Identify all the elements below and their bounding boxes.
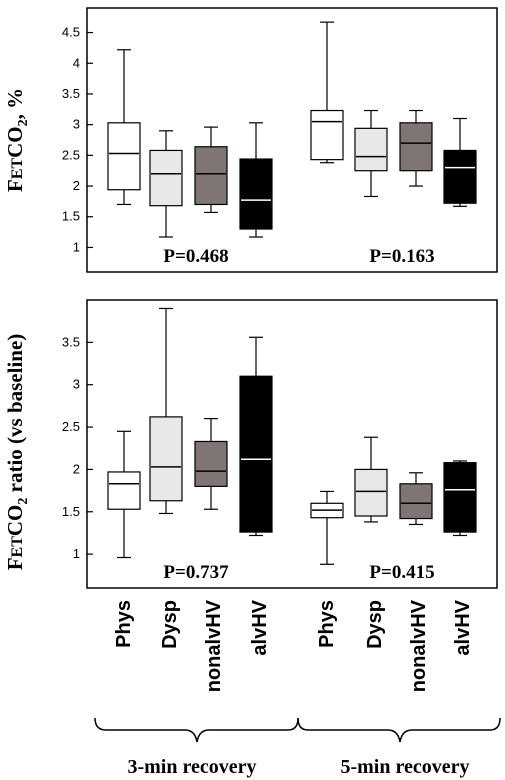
box-alvHV-3min [239, 336, 273, 537]
box-iqr [399, 122, 433, 172]
x-label-alvHV: alvHV [452, 599, 474, 655]
y-tick-label: 2.5 [62, 147, 80, 162]
top-panel-plot: 1 1.5 2 2.5 3 3.5 4 4.5 P=0.468 P=0.163 [62, 21, 477, 267]
bottom-panel-frame [86, 299, 498, 589]
x-label-Phys: Phys [316, 600, 338, 648]
y-tick-label: 1.5 [62, 504, 80, 519]
box-nonalvHV-5min [399, 472, 433, 526]
box-iqr [239, 375, 273, 533]
y-tick-label: 1 [73, 546, 80, 561]
y-tick-label: 3 [73, 377, 80, 392]
top-panel-y-axis-label: FETCO2, % [3, 88, 31, 192]
box-Dysp-3min [149, 307, 183, 515]
y-tick-label: 3 [73, 117, 80, 132]
box-Dysp-3min [149, 130, 183, 238]
box-iqr [107, 122, 141, 191]
box-iqr [310, 109, 344, 161]
p-value-label: P=0.468 [163, 246, 228, 267]
y-tick-label: 4 [73, 55, 80, 70]
top-panel-frame [86, 7, 498, 273]
y-tick-label: 2.5 [62, 419, 80, 434]
box-Phys-5min [310, 21, 344, 164]
y-tick-label: 2 [73, 178, 80, 193]
box-iqr [354, 127, 388, 172]
bracket-3min [94, 717, 299, 743]
box-iqr [239, 158, 273, 230]
box-alvHV-5min [443, 117, 477, 207]
box-alvHV-3min [239, 122, 273, 238]
y-tick-label: 1 [73, 239, 80, 254]
x-label-Dysp: Dysp [364, 600, 386, 649]
group-label-3min: 3-min recovery [127, 756, 256, 778]
bottom-panel-y-axis-label: FETCO2 ratio (vs baseline) [3, 334, 31, 571]
y-tick-label: 4.5 [62, 25, 80, 40]
bottom-panel-plot: 1 1.5 2 2.5 3 3.5 P=0.737 P=0.415 [62, 307, 477, 583]
y-tick-label: 3.5 [62, 86, 80, 101]
p-value-label: P=0.415 [369, 562, 434, 583]
p-value-label: P=0.737 [163, 562, 229, 583]
box-nonalvHV-5min [399, 109, 433, 187]
box-Dysp-5min [354, 436, 388, 523]
p-value-label: P=0.163 [369, 246, 434, 267]
box-Phys-3min [107, 49, 141, 206]
x-label-nonalvHV: nonalvHV [203, 599, 225, 692]
y-tick-label: 2 [73, 461, 80, 476]
box-iqr [443, 462, 477, 533]
bracket-5min [297, 717, 501, 743]
y-tick-label: 1.5 [62, 209, 80, 224]
y-tick-label: 3.5 [62, 334, 80, 349]
box-iqr [194, 146, 228, 206]
box-Phys-5min [310, 490, 344, 565]
box-nonalvHV-3min [194, 417, 228, 510]
x-label-Dysp: Dysp [159, 600, 181, 649]
x-label-nonalvHV: nonalvHV [408, 599, 430, 692]
box-iqr [399, 483, 433, 520]
box-iqr [107, 471, 141, 510]
x-axis-category-labels: Phys Dysp nonalvHV alvHV Phys Dysp nonalvHV alv… [113, 599, 474, 692]
box-nonalvHV-3min [194, 126, 228, 214]
x-label-Phys: Phys [113, 600, 135, 648]
box-Dysp-5min [354, 109, 388, 198]
group-label-5min: 5-min recovery [340, 756, 469, 778]
box-Phys-3min [107, 430, 141, 559]
box-iqr [149, 149, 183, 207]
box-iqr [354, 468, 388, 517]
box-iqr [443, 149, 477, 204]
box-iqr [194, 440, 228, 487]
box-alvHV-5min [443, 460, 477, 537]
box-iqr [149, 416, 183, 502]
x-label-alvHV: alvHV [249, 599, 271, 655]
